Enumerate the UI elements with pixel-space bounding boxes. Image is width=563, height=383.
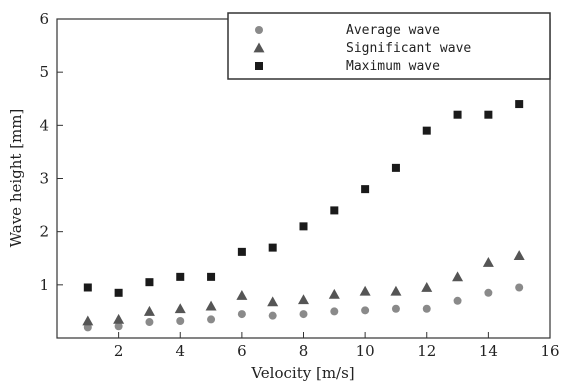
x-tick-label: 8 bbox=[299, 342, 309, 360]
x-tick-label: 12 bbox=[417, 342, 436, 360]
x-tick-label: 6 bbox=[237, 342, 247, 360]
x-tick-label: 10 bbox=[356, 342, 375, 360]
triangle-point bbox=[82, 315, 94, 326]
data-points bbox=[82, 100, 525, 332]
x-tick-label: 2 bbox=[114, 342, 124, 360]
triangle-point bbox=[452, 271, 464, 282]
square-point bbox=[207, 272, 216, 281]
legend-square-icon bbox=[255, 62, 263, 70]
square-point bbox=[484, 110, 493, 119]
legend: Average wave Significant wave Maximum wave bbox=[227, 12, 551, 80]
legend-label: Average wave bbox=[346, 23, 440, 38]
circle-point bbox=[176, 316, 185, 325]
x-axis-ticks: 2 4 6 8 10 12 14 16 bbox=[114, 332, 560, 360]
y-tick-label: 5 bbox=[39, 63, 49, 81]
square-point bbox=[361, 185, 370, 194]
circle-point bbox=[515, 283, 524, 292]
legend-triangle-icon bbox=[253, 42, 265, 53]
y-tick-label: 1 bbox=[39, 276, 49, 294]
square-point bbox=[330, 206, 339, 215]
triangle-point bbox=[298, 294, 309, 305]
legend-box bbox=[227, 12, 551, 80]
triangle-point bbox=[267, 296, 279, 307]
square-point bbox=[145, 278, 154, 287]
circle-point bbox=[361, 306, 370, 315]
triangle-point bbox=[205, 300, 217, 311]
y-tick-label: 4 bbox=[39, 116, 49, 134]
triangle-point bbox=[236, 289, 248, 300]
square-point bbox=[176, 272, 185, 281]
triangle-point bbox=[390, 285, 402, 296]
circle-point bbox=[484, 288, 493, 297]
square-point bbox=[268, 243, 277, 252]
triangle-point bbox=[113, 313, 125, 324]
circle-point bbox=[422, 304, 431, 313]
square-point bbox=[453, 110, 462, 119]
square-point bbox=[83, 283, 92, 292]
circle-point bbox=[268, 311, 277, 320]
circle-point bbox=[114, 322, 123, 331]
y-tick-label: 2 bbox=[39, 223, 49, 241]
legend-label: Maximum wave bbox=[346, 59, 440, 74]
y-axis-ticks: 1 2 3 4 5 6 bbox=[39, 10, 63, 294]
circle-point bbox=[207, 315, 216, 324]
circle-point bbox=[330, 307, 339, 316]
x-axis-label: Velocity [m/s] bbox=[250, 364, 354, 382]
x-tick-label: 4 bbox=[175, 342, 185, 360]
square-point bbox=[237, 247, 246, 256]
square-point bbox=[299, 222, 308, 231]
triangle-point bbox=[143, 305, 155, 316]
y-axis-label: Wave height [mm] bbox=[7, 109, 25, 248]
circle-point bbox=[453, 296, 462, 305]
x-tick-label: 14 bbox=[479, 342, 498, 360]
triangle-point bbox=[174, 303, 186, 314]
y-tick-label: 3 bbox=[39, 170, 49, 188]
circle-point bbox=[299, 310, 308, 319]
triangle-point bbox=[421, 281, 433, 292]
y-tick-label: 6 bbox=[39, 10, 49, 28]
x-tick-label: 16 bbox=[540, 342, 559, 360]
circle-point bbox=[145, 318, 154, 327]
square-point bbox=[114, 288, 123, 297]
triangle-point bbox=[359, 285, 371, 296]
circle-point bbox=[237, 310, 246, 319]
triangle-point bbox=[328, 288, 340, 299]
circle-point bbox=[391, 304, 400, 313]
square-point bbox=[422, 126, 431, 135]
square-point bbox=[515, 100, 524, 109]
square-point bbox=[391, 163, 400, 172]
legend-circle-icon bbox=[255, 26, 263, 34]
triangle-point bbox=[482, 257, 494, 267]
legend-label: Significant wave bbox=[346, 41, 471, 56]
triangle-point bbox=[513, 250, 525, 260]
